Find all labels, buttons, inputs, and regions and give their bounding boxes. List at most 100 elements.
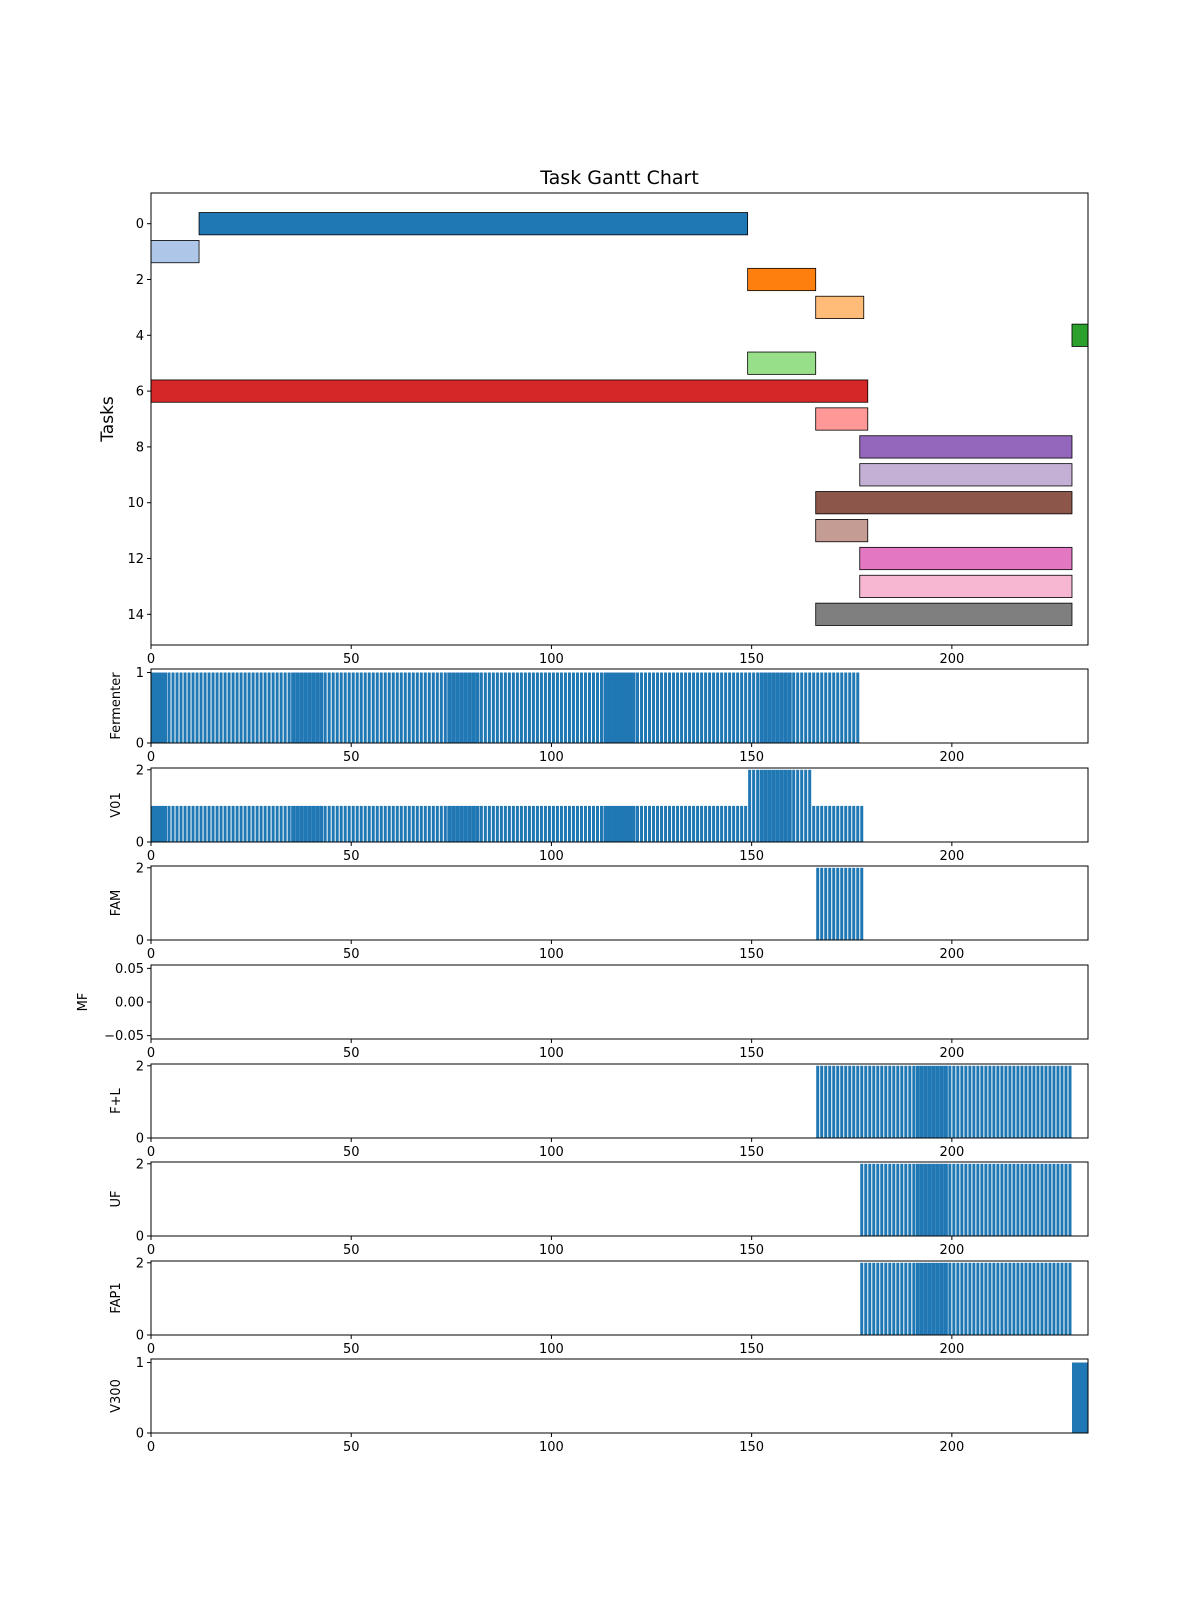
usage-bar (876, 1262, 880, 1335)
usage-bar (315, 805, 320, 842)
usage-bar (888, 1065, 892, 1138)
usage-bar (652, 805, 656, 842)
usage-bar (880, 1065, 884, 1138)
usage-bar (603, 805, 608, 842)
y-tick-label: 2 (136, 1059, 144, 1074)
usage-bar (640, 805, 644, 842)
usage-bar (923, 1163, 928, 1236)
usage-bar (467, 672, 472, 743)
usage-bar (611, 672, 616, 743)
usage-bar (283, 672, 287, 743)
usage-bar (980, 1262, 984, 1335)
usage-bar (908, 1163, 912, 1236)
usage-bar (327, 805, 331, 842)
usage-bar (1064, 1262, 1068, 1335)
usage-bar (664, 805, 668, 842)
usage-bar (876, 1163, 880, 1236)
usage-bar (752, 672, 756, 743)
usage-bar (495, 672, 499, 743)
usage-bar (1000, 1262, 1004, 1335)
usage-bar (499, 805, 503, 842)
x-tick-label: 50 (343, 1046, 360, 1061)
usage-bar (696, 672, 700, 743)
usage-bar (1036, 1163, 1040, 1236)
usage-bar (848, 805, 852, 842)
usage-bar (483, 805, 487, 842)
usage-bar (976, 1163, 980, 1236)
usage-bar (219, 672, 223, 743)
usage-bar (379, 672, 383, 743)
usage-bar (271, 805, 275, 842)
x-tick-label: 100 (539, 1046, 564, 1061)
usage-bar (1048, 1163, 1052, 1236)
task-bar (859, 435, 1073, 459)
usage-bar (303, 672, 308, 743)
usage-bar (451, 672, 456, 743)
usage-bar (660, 672, 664, 743)
usage-bar (688, 805, 692, 842)
usage-bar (171, 805, 175, 842)
usage-bar (631, 805, 636, 842)
usage-bar (1032, 1262, 1036, 1335)
axes-frame (150, 1063, 1089, 1139)
usage-bar (1032, 1065, 1036, 1138)
axes-frame (150, 668, 1089, 744)
usage-bar (884, 1163, 888, 1236)
usage-bar (623, 672, 628, 743)
usage-bar (547, 805, 551, 842)
usage-bar (1048, 1065, 1052, 1138)
y-tick-label: 2 (136, 1256, 144, 1271)
usage-bar (575, 672, 579, 743)
task-bar (151, 240, 200, 264)
usage-bar (427, 672, 431, 743)
x-tick-label: 200 (939, 849, 964, 864)
usage-bar (756, 769, 760, 842)
usage-bar (908, 1065, 912, 1138)
usage-axes-fermenter: Fermenter 0 50 100 150 200 0 1 (109, 666, 1089, 765)
usage-bar (720, 672, 724, 743)
usage-bar (383, 805, 387, 842)
usage-bar (491, 805, 495, 842)
usage-bar (575, 805, 579, 842)
usage-bar (343, 672, 347, 743)
usage-bar (423, 805, 427, 842)
usage-bar (1004, 1065, 1008, 1138)
x-tick-label: 50 (343, 1342, 360, 1357)
plot-area (1071, 1362, 1088, 1433)
usage-bar (644, 805, 648, 842)
usage-bar (559, 672, 563, 743)
usage-bar (852, 805, 856, 842)
usage-bar (279, 805, 283, 842)
usage-bar (796, 769, 800, 842)
usage-bar (812, 805, 816, 842)
usage-bar (943, 1163, 948, 1236)
usage-bar (888, 1163, 892, 1236)
usage-bar (163, 805, 168, 842)
usage-bar (407, 805, 411, 842)
usage-bar (587, 672, 591, 743)
usage-bar (463, 672, 468, 743)
usage-bar (935, 1065, 940, 1138)
task-bar (815, 407, 869, 431)
usage-bar (251, 805, 255, 842)
usage-bar (1064, 1163, 1068, 1236)
usage-bar (235, 672, 239, 743)
usage-bar (275, 805, 279, 842)
usage-bar (415, 672, 419, 743)
usage-bar (435, 672, 439, 743)
usage-bar (1004, 1262, 1008, 1335)
plot-area (151, 212, 1088, 626)
x-tick-label: 50 (343, 1243, 360, 1258)
usage-bar (539, 672, 543, 743)
usage-bar (720, 805, 724, 842)
x-tick-label: 150 (739, 1243, 764, 1258)
x-tick-label: 0 (147, 1243, 155, 1258)
usage-bar (832, 1065, 836, 1138)
usage-bar (475, 805, 480, 842)
usage-bar (779, 672, 784, 743)
usage-bar (915, 1163, 920, 1236)
usage-bar (860, 805, 864, 842)
usage-bar (1040, 1262, 1044, 1335)
usage-bar (828, 867, 832, 940)
task-bar (198, 212, 749, 236)
